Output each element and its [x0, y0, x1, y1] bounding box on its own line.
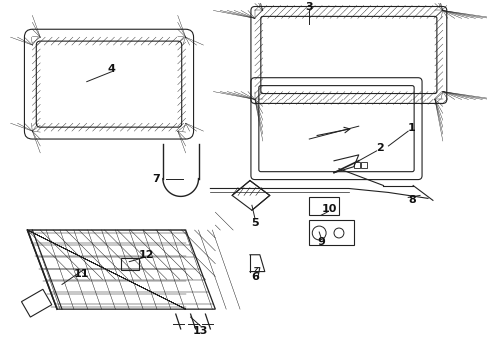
Text: 8: 8 — [408, 195, 416, 205]
Bar — [361, 162, 367, 168]
Text: 5: 5 — [251, 218, 259, 228]
Text: 3: 3 — [305, 3, 313, 13]
Text: 13: 13 — [193, 326, 208, 336]
Text: 10: 10 — [321, 204, 337, 214]
Text: 9: 9 — [317, 237, 325, 247]
Bar — [22, 289, 52, 317]
Text: 2: 2 — [376, 143, 383, 153]
Text: 4: 4 — [107, 64, 116, 74]
Text: 11: 11 — [74, 269, 90, 279]
Bar — [309, 220, 354, 245]
Bar — [354, 162, 360, 168]
Text: 12: 12 — [138, 250, 154, 260]
Bar — [122, 258, 139, 270]
Bar — [309, 197, 339, 215]
Text: 6: 6 — [251, 271, 259, 282]
Text: 7: 7 — [152, 174, 160, 184]
Text: 1: 1 — [407, 123, 415, 133]
